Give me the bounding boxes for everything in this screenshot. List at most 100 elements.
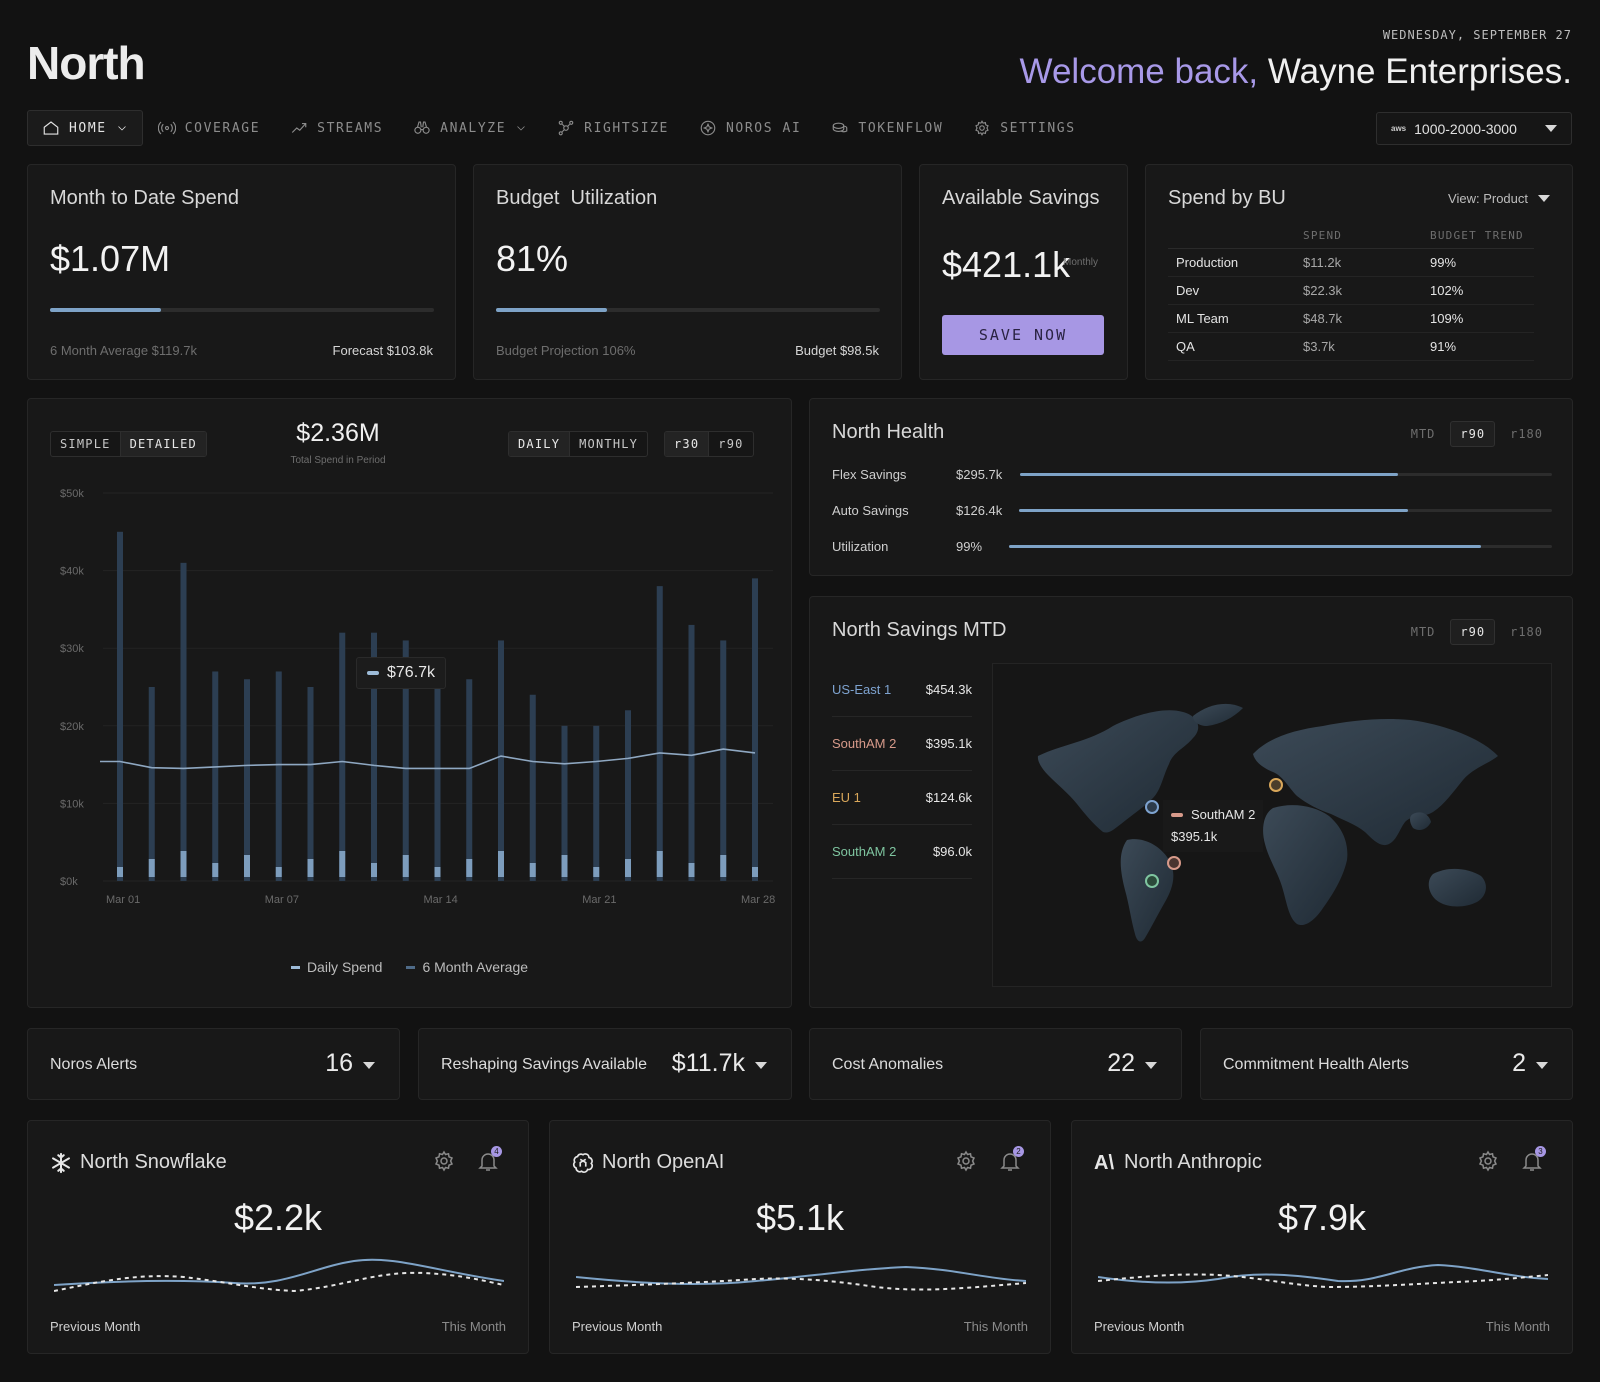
map-tooltip: SouthAM 2 $395.1k xyxy=(1163,800,1264,852)
this-month-label: This Month xyxy=(441,1319,506,1334)
snowflake-card[interactable]: North Snowflake 4 $2.2k Previous Month T… xyxy=(27,1120,529,1354)
gear-icon[interactable] xyxy=(954,1149,978,1173)
previous-month-label: Previous Month xyxy=(50,1319,141,1334)
daily-spend-bar-segment xyxy=(434,867,441,877)
service-name: North Anthropic xyxy=(1124,1151,1262,1173)
map-tooltip-swatch xyxy=(1171,813,1183,817)
region-row[interactable]: SouthAM 2 $395.1k xyxy=(832,717,972,771)
card-title: North Savings MTD xyxy=(832,619,1007,641)
daily-spend-bar-segment xyxy=(180,851,187,877)
daily-spend-bar xyxy=(561,725,568,881)
trend-icon xyxy=(291,122,307,133)
daily-spend-bar xyxy=(529,694,536,881)
card-title: Available Savings xyxy=(942,187,1100,209)
caret-down-icon[interactable] xyxy=(363,1062,375,1069)
budget-progress xyxy=(496,308,880,312)
map-marker-us-east[interactable] xyxy=(1145,800,1159,814)
commitment-health-card[interactable]: Commitment Health Alerts 2 xyxy=(1200,1028,1573,1100)
daily-spend-bar xyxy=(434,679,441,881)
nav-rightsize[interactable]: RIGHTSIZE xyxy=(542,110,684,146)
nav-home[interactable]: HOME xyxy=(27,110,143,146)
region-row[interactable]: EU 1 $124.6k xyxy=(832,771,972,825)
y-tick-label: $50k xyxy=(60,488,84,500)
bell-icon[interactable]: 3 xyxy=(1520,1146,1546,1173)
nav-coverage[interactable]: COVERAGE xyxy=(143,110,275,146)
bu-view-selector[interactable]: View: Product xyxy=(1448,191,1550,206)
alert-label: Noros Alerts xyxy=(50,1056,138,1073)
legend-daily-spend[interactable]: Daily Spend xyxy=(290,959,382,975)
brand-logo[interactable]: North xyxy=(27,37,146,89)
table-row[interactable]: ML Team $48.7k 109% xyxy=(1168,304,1534,333)
caret-down-icon[interactable] xyxy=(755,1062,767,1069)
gear-icon[interactable] xyxy=(432,1149,456,1173)
noros-alerts-card[interactable]: Noros Alerts 16 xyxy=(27,1028,400,1100)
region-value: $395.1k xyxy=(925,736,972,751)
caret-down-icon xyxy=(1545,125,1557,132)
period-toggle: DAILY MONTHLY xyxy=(508,431,649,457)
gear-icon[interactable] xyxy=(1476,1149,1500,1173)
bell-icon[interactable]: 4 xyxy=(476,1146,502,1173)
toggle-detailed[interactable]: DETAILED xyxy=(119,432,206,456)
caret-down-icon xyxy=(1538,195,1550,202)
chevron-down-icon xyxy=(117,126,126,131)
tab-mtd[interactable]: MTD xyxy=(1410,427,1436,441)
toggle-r90[interactable]: r90 xyxy=(708,432,752,456)
tab-r90[interactable]: r90 xyxy=(1450,421,1496,447)
daily-spend-bar xyxy=(212,671,219,881)
health-bar-fill xyxy=(1019,509,1409,512)
anthropic-card[interactable]: A\ North Anthropic 3 $7.9k Previous Mont… xyxy=(1071,1120,1573,1354)
map-tooltip-value: $395.1k xyxy=(1171,829,1218,844)
tab-r180[interactable]: r180 xyxy=(1510,427,1543,441)
bu-spend: $11.2k xyxy=(1295,248,1422,277)
map-marker-southam-2b[interactable] xyxy=(1145,874,1159,888)
toggle-r30[interactable]: r30 xyxy=(665,432,709,456)
region-row[interactable]: SouthAM 2 $96.0k xyxy=(832,825,972,879)
daily-spend-bar xyxy=(307,687,314,881)
legend-six-month-average[interactable]: 6 Month Average xyxy=(406,959,528,975)
caret-down-icon[interactable] xyxy=(1145,1062,1157,1069)
region-row[interactable]: US-East 1 $454.3k xyxy=(832,663,972,717)
alert-count: 2 xyxy=(1512,1049,1526,1077)
bell-icon[interactable]: 2 xyxy=(998,1146,1024,1173)
six-month-average: 6 Month Average $119.7k xyxy=(50,343,197,358)
nav-noros-ai[interactable]: NOROS AI xyxy=(684,110,816,146)
nav-tokenflow[interactable]: TOKENFLOW xyxy=(816,110,958,146)
caret-down-icon[interactable] xyxy=(1536,1062,1548,1069)
six-month-average-line xyxy=(100,748,756,770)
tab-r180[interactable]: r180 xyxy=(1510,625,1543,639)
toggle-monthly[interactable]: MONTHLY xyxy=(569,432,647,456)
budget-projection: Budget Projection 106% xyxy=(496,343,636,358)
map-marker-eu[interactable] xyxy=(1269,778,1283,792)
total-spend-value: $2.36M xyxy=(296,419,380,447)
toggle-simple[interactable]: SIMPLE xyxy=(60,437,111,451)
openai-card[interactable]: North OpenAI 2 $5.1k Previous Month This… xyxy=(549,1120,1051,1354)
savings-period-tabs: MTD r90 r180 xyxy=(1402,619,1552,645)
welcome-prefix: Welcome back, xyxy=(1019,52,1259,91)
health-bar xyxy=(1019,509,1552,512)
daily-spend-bar xyxy=(720,640,727,881)
toggle-daily[interactable]: DAILY xyxy=(509,432,570,456)
daily-spend-bar-segment xyxy=(593,867,600,877)
table-row[interactable]: Production $11.2k 99% xyxy=(1168,248,1534,277)
world-map[interactable]: SouthAM 2 $395.1k xyxy=(992,663,1552,987)
nav-analyze[interactable]: ANALYZE xyxy=(398,110,542,146)
save-now-button[interactable]: SAVE NOW xyxy=(942,315,1104,355)
cost-anomalies-card[interactable]: Cost Anomalies 22 xyxy=(809,1028,1182,1100)
table-row[interactable]: QA $3.7k 91% xyxy=(1168,332,1534,361)
daily-spend-bar xyxy=(625,710,631,881)
tab-r90[interactable]: r90 xyxy=(1450,619,1496,645)
tab-mtd[interactable]: MTD xyxy=(1410,625,1436,639)
available-savings-value: $421.1k xyxy=(942,244,1071,285)
table-row[interactable]: Dev $22.3k 102% xyxy=(1168,276,1534,305)
nav-settings[interactable]: SETTINGS xyxy=(958,110,1090,146)
available-savings-card: Available Savings $421.1k Monthly SAVE N… xyxy=(919,164,1128,380)
spend-bar-chart[interactable]: $50k $40k $30k $20k $10k $0k Mar 01 Mar 07 Mar 1… xyxy=(28,449,793,1009)
health-period-tabs: MTD r90 r180 xyxy=(1402,421,1552,447)
map-marker-southam-2[interactable] xyxy=(1167,856,1181,870)
snowflake-sparkline xyxy=(54,1258,504,1293)
account-selector[interactable]: aws 1000-2000-3000 xyxy=(1376,112,1572,145)
reshaping-savings-card[interactable]: Reshaping Savings Available $11.7k xyxy=(418,1028,792,1100)
bu-trend: 91% xyxy=(1422,332,1534,361)
nav-streams[interactable]: STREAMS xyxy=(275,110,398,146)
x-tick-label: Mar 14 xyxy=(424,894,458,906)
